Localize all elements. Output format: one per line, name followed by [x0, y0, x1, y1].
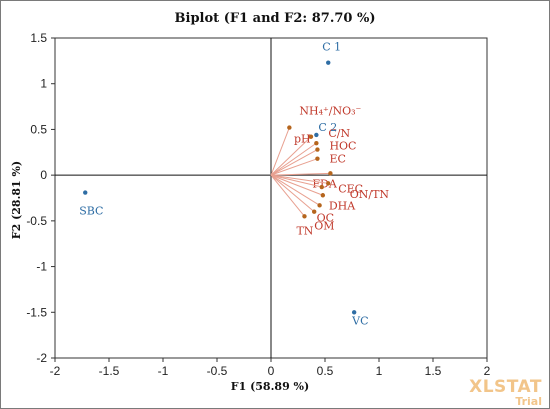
x-axis-label: F1 (58.89 %): [231, 380, 309, 393]
variable-point: [314, 140, 319, 146]
variable-point: [320, 193, 326, 198]
variable-label: TN: [296, 224, 313, 237]
variable-vector-line: [270, 136, 312, 176]
variable-vector-line: [270, 142, 317, 176]
y-axis-ticks: 1.5 1 0.5 0 -0.5 -1 -1.5 -2: [26, 31, 55, 365]
observation-point: [351, 310, 357, 315]
observation-point: [83, 190, 88, 195]
observation-point: [326, 60, 331, 65]
variable-label: CEC: [338, 182, 363, 195]
variable-label: HOC: [329, 140, 356, 153]
chart-title: Biplot (F1 and F2: 87.70 %): [175, 11, 376, 26]
y-tick-label: -0.5: [26, 214, 47, 228]
variable-vector-line: [270, 174, 315, 213]
observation-label: VC: [351, 314, 368, 327]
variable-point: [302, 214, 307, 219]
variable-label: DHA: [329, 199, 356, 212]
variable-label: EC: [329, 153, 345, 166]
y-tick-label: 1.5: [30, 31, 47, 45]
variable-point: [287, 125, 292, 130]
y-tick-label: 0.5: [30, 122, 47, 136]
x-tick-label: -1: [158, 364, 169, 378]
observation-label: C 1: [322, 41, 341, 54]
variable-vector-line: [270, 174, 322, 188]
variable-vector-line: [270, 127, 290, 176]
variable-point: [319, 184, 324, 190]
variable-label: pH: [294, 133, 311, 146]
x-tick-label: -0.5: [207, 364, 228, 378]
variable-vector-line: [270, 174, 324, 196]
x-axis-ticks: -2 -1.5 -1 -0.5 0 0.5 1 1.5 2: [50, 358, 491, 378]
x-tick-label: 1.5: [425, 364, 442, 378]
variable-point: [315, 147, 320, 152]
x-tick-label: 0: [268, 364, 275, 378]
variable-point: [317, 203, 322, 208]
observation-label: C 2: [318, 121, 337, 134]
variable-point: [312, 209, 317, 214]
variable-label: OC: [317, 211, 334, 224]
observation-point: [314, 132, 319, 138]
variable-label: FDA: [312, 177, 337, 190]
variable-label: C/N: [328, 127, 350, 140]
y-tick-label: -1.5: [26, 305, 47, 319]
variable-vector-line: [270, 174, 320, 206]
variable-point: [308, 134, 314, 139]
xlstat-watermark: XLSTAT: [469, 377, 542, 397]
variable-label: OM: [314, 220, 334, 233]
y-tick-label: -2: [36, 351, 47, 365]
variable-label: ON/TN: [350, 188, 390, 201]
variable-vector-line: [270, 172, 331, 176]
y-tick-label: 1: [40, 77, 47, 91]
observation-label: SBC: [79, 205, 103, 218]
x-tick-label: 2: [484, 364, 491, 378]
variable-label: NH₄⁺/NO₃⁻: [299, 105, 361, 118]
variable-vector-line: [270, 174, 329, 184]
trial-watermark: Trial: [515, 395, 542, 408]
variable-point: [326, 181, 331, 186]
y-tick-label: 0: [40, 168, 47, 182]
variable-point: [315, 156, 320, 161]
variable-vector-line: [270, 174, 305, 217]
observation-points: C 1 C 2 SBC VC: [79, 41, 368, 328]
x-tick-label: -1.5: [99, 364, 120, 378]
x-tick-label: 1: [376, 364, 383, 378]
y-axis-label: F2 (28.81 %): [10, 161, 23, 239]
variable-vector-line: [270, 158, 318, 176]
x-tick-label: 0.5: [317, 364, 334, 378]
variable-vector-line: [270, 149, 318, 176]
x-tick-label: -2: [50, 364, 61, 378]
y-tick-label: -1: [36, 260, 47, 274]
variable-point: [328, 171, 333, 176]
